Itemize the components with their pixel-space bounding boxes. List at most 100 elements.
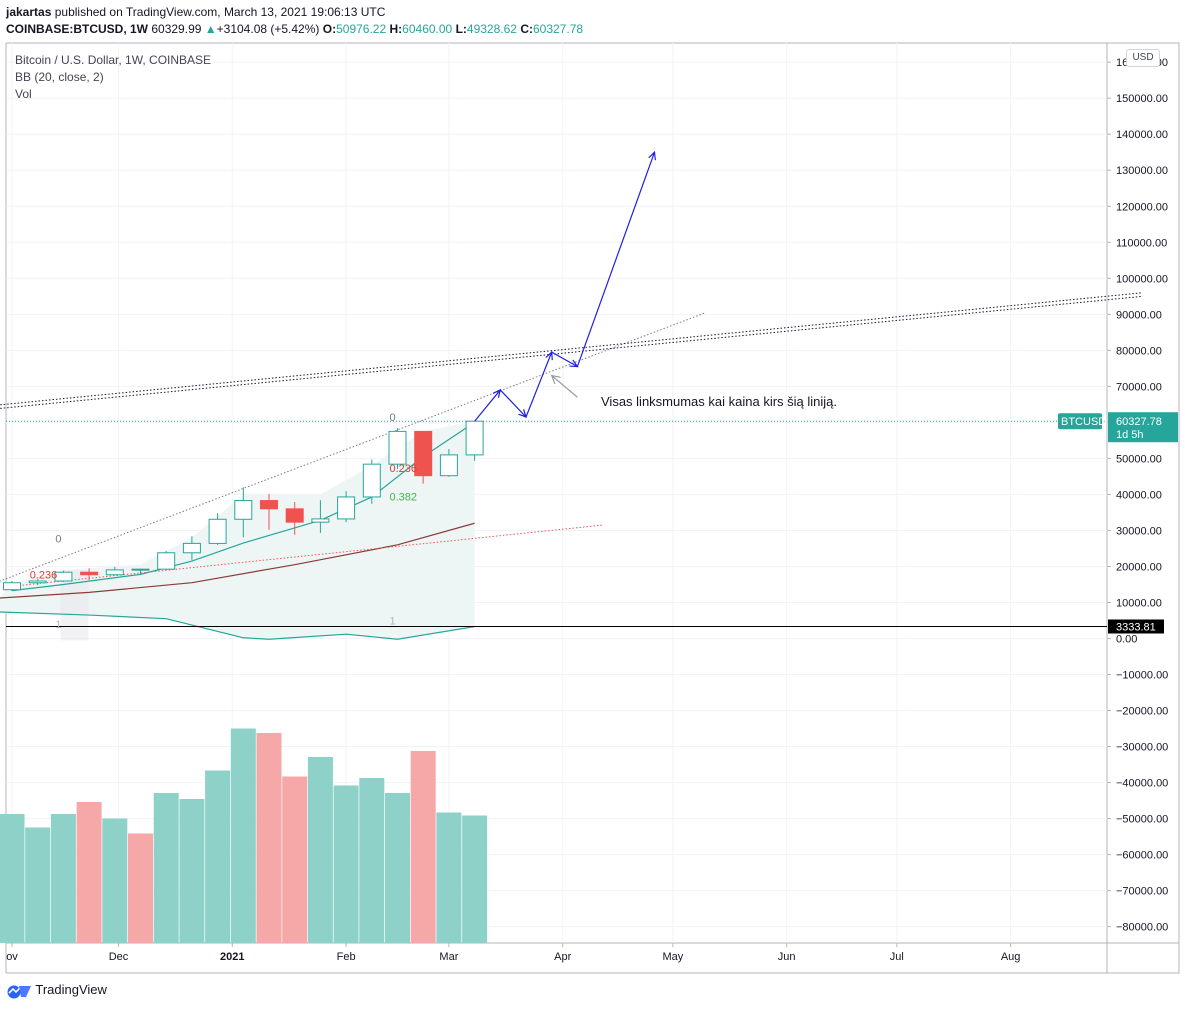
price-axis-label: 10000.00: [1116, 597, 1162, 609]
high-value: 60460.00: [402, 22, 453, 36]
price-axis-label: 130000.00: [1116, 165, 1168, 177]
price-axis-label: −80000.00: [1116, 922, 1168, 934]
price-axis-label: −50000.00: [1116, 814, 1168, 826]
candle-body: [54, 571, 73, 582]
fib-level-label: 1: [390, 615, 396, 627]
trendline: [11, 524, 604, 587]
price-axis-label: 50000.00: [1116, 453, 1162, 465]
candle-body: [285, 508, 304, 523]
price-axis-label: −30000.00: [1116, 742, 1168, 754]
projection-arrowhead: [492, 388, 502, 398]
time-axis-label: May: [662, 951, 683, 963]
price-tag-countdown: 1d 5h: [1116, 429, 1144, 441]
candle-body: [157, 552, 176, 570]
volume-bar: [50, 814, 76, 943]
price-axis-label: 90000.00: [1116, 309, 1162, 321]
fib-level-label: 0: [55, 533, 61, 545]
crosshair-label-bg: [1108, 619, 1164, 634]
ohlc-header: COINBASE:BTCUSD, 1W 60329.99 ▲+3104.08 (…: [6, 22, 583, 36]
volume-bar: [256, 733, 282, 943]
open-value: 50976.22: [336, 22, 387, 36]
candle-body: [388, 430, 407, 465]
candle-body: [311, 518, 330, 523]
price-axis-label: −20000.00: [1116, 706, 1168, 718]
candle-body: [28, 580, 47, 584]
volume-bar: [179, 799, 205, 943]
volume-bar: [307, 757, 333, 943]
price-tag-bg: [1108, 412, 1178, 443]
trendline: [0, 312, 707, 582]
trendline: [0, 295, 1143, 409]
last-price: 60329.99: [151, 22, 202, 36]
candle-body: [208, 518, 227, 544]
volume-bar: [282, 776, 308, 943]
legend-title[interactable]: Bitcoin / U.S. Dollar, 1W, COINBASE: [15, 53, 212, 67]
price-axis-label: 80000.00: [1116, 345, 1162, 357]
symbol-tag: BTCUSD: [1061, 416, 1106, 428]
published-text: published on TradingView.com, March 13, …: [54, 5, 386, 19]
fib-level-label: 0.236: [30, 569, 58, 581]
volume-bar: [333, 785, 359, 943]
time-axis-label: Mar: [439, 951, 458, 963]
price-axis-label: 40000.00: [1116, 489, 1162, 501]
volume-bar: [25, 827, 51, 943]
time-axis-label: Dec: [109, 951, 129, 963]
pointer-arrowhead: [550, 374, 561, 385]
price-axis-label: −10000.00: [1116, 670, 1168, 682]
price-axis-label: −60000.00: [1116, 850, 1168, 862]
price-axis-label: 20000.00: [1116, 561, 1162, 573]
projection-arrowhead: [648, 150, 656, 161]
volume-bar: [359, 778, 385, 943]
price-axis-label: 150000.00: [1116, 93, 1168, 105]
volume-bar: [128, 833, 153, 943]
candle-body: [260, 500, 278, 510]
candle-body: [3, 582, 21, 591]
projection-path: [474, 152, 656, 422]
candle-body: [234, 500, 253, 520]
price-axis-label: −40000.00: [1116, 778, 1168, 790]
publish-info: jakartas published on TradingView.com, M…: [6, 5, 385, 19]
price-axis-label: 100000.00: [1116, 273, 1168, 285]
low-value: 49328.62: [466, 22, 517, 36]
footer-brand-text: TradingView: [35, 982, 107, 997]
time-axis-label: Apr: [554, 951, 571, 963]
crosshair-label: 3333.81: [1116, 621, 1156, 633]
price-axis-label: 120000.00: [1116, 201, 1168, 213]
currency-button[interactable]: USD: [1126, 49, 1160, 67]
tradingview-footer[interactable]: TradingView: [6, 982, 107, 999]
candle-body: [105, 569, 124, 576]
close-value: 60327.78: [532, 22, 584, 36]
open-label: O:: [322, 22, 337, 36]
volume-bar: [462, 815, 488, 943]
close-label: C:: [520, 22, 533, 36]
legend-vol[interactable]: Vol: [15, 87, 32, 101]
low-label: L:: [455, 22, 467, 36]
price-tag-value: 60327.78: [1116, 416, 1162, 428]
bollinger-basis-line: [11, 421, 475, 592]
fib-level-label: 1: [55, 619, 61, 631]
projection-arrowhead: [569, 359, 579, 368]
price-axis-label: 30000.00: [1116, 525, 1162, 537]
tradingview-logo-icon: [7, 985, 31, 999]
fib-level-label: 0.236: [390, 463, 418, 475]
volume-bar: [230, 728, 256, 943]
price-axis-label: 110000.00: [1116, 237, 1167, 249]
up-triangle-icon: ▲: [204, 22, 217, 36]
time-axis-label: Jun: [778, 951, 796, 963]
chart-frame: [5, 42, 1180, 974]
time-axis-label: Aug: [1001, 951, 1021, 963]
candle-body: [131, 568, 150, 571]
price-axis-label: 70000.00: [1116, 381, 1162, 393]
fib-level-label: 0.382: [390, 492, 418, 504]
time-axis-label: 2021: [220, 951, 244, 963]
time-axis-label: ov: [6, 951, 18, 963]
legend-bb[interactable]: BB (20, close, 2): [15, 70, 104, 84]
projection-arrowhead: [545, 350, 553, 361]
pointer-arrow: [551, 375, 578, 398]
candle-body: [465, 420, 484, 456]
author-name[interactable]: jakartas: [6, 5, 52, 19]
price-change: +3104.08 (+5.42%): [216, 22, 320, 36]
trendline: [0, 292, 1143, 406]
bollinger-band-fill: [0, 421, 475, 640]
